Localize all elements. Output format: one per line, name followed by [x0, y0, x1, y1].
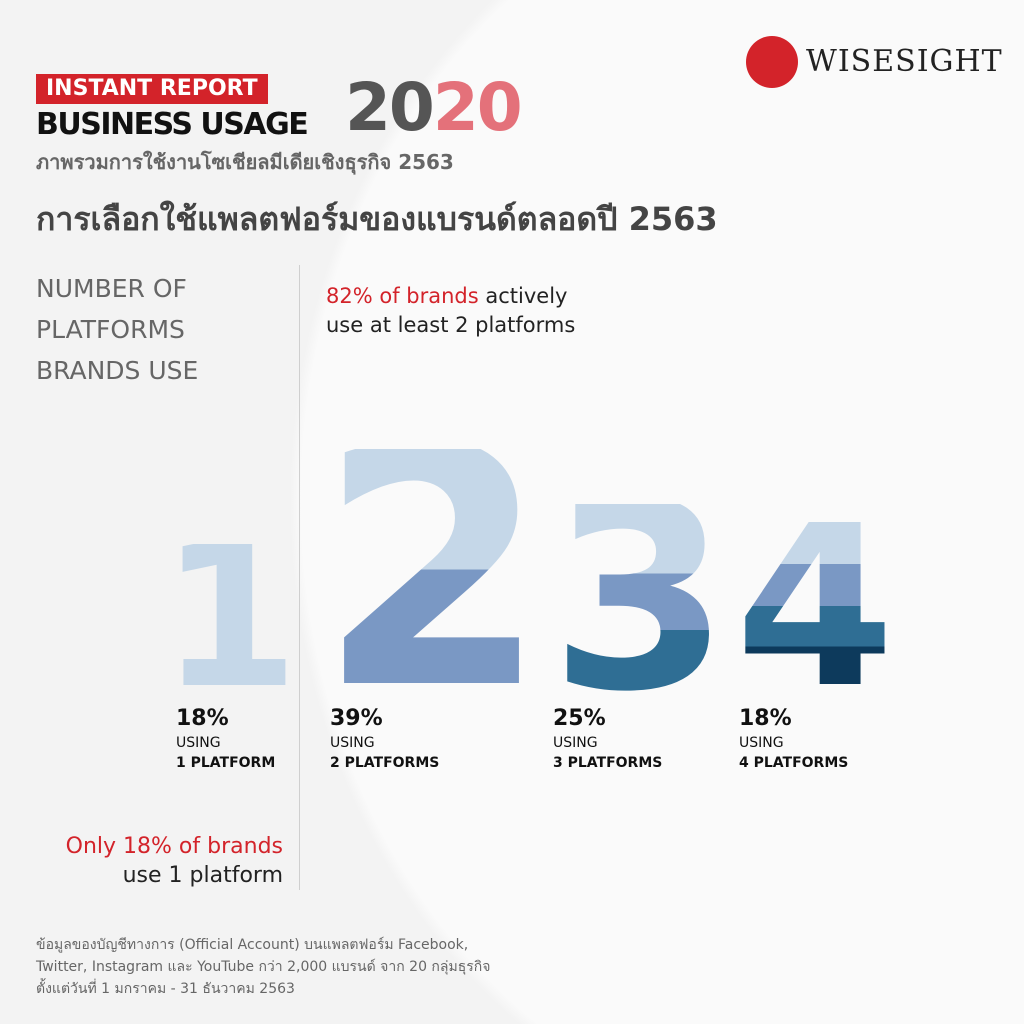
stat-2-platforms: 39% USING 2 PLATFORMS	[330, 706, 439, 772]
footnote-line: ตั้งแต่วันที่ 1 มกราคม - 31 ธันวาคม 2563	[36, 981, 295, 997]
callout-82: 82% of brands actively use at least 2 pl…	[326, 282, 575, 340]
data-label-percent: 18%	[176, 706, 229, 731]
report-title: BUSINESS USAGE	[36, 107, 309, 142]
logo-text: WISESIGHT	[806, 44, 1003, 79]
callout-highlight: Only 18% of brands	[65, 834, 283, 859]
footnote-line: ข้อมูลของบัญชีทางการ (Official Account) …	[36, 937, 469, 953]
data-label-using: USING	[330, 735, 375, 751]
footnote-line: Twitter, Instagram และ YouTube กว่า 2,00…	[36, 959, 491, 975]
stat-3-platforms: 25% USING 3 PLATFORMS	[553, 706, 662, 772]
data-label-platforms: 2 PLATFORMS	[330, 755, 440, 771]
data-label-percent: 18%	[739, 706, 792, 731]
year-part-1: 20	[345, 69, 435, 146]
divider	[299, 265, 300, 890]
data-label-platforms: 4 PLATFORMS	[739, 755, 849, 771]
report-subtitle: ภาพรวมการใช้งานโซเชียลมีเดียเชิงธุรกิจ 2…	[36, 150, 454, 174]
footnote: ข้อมูลของบัญชีทางการ (Official Account) …	[36, 934, 490, 1000]
data-label-percent: 39%	[330, 706, 383, 731]
data-label-platforms: 1 PLATFORM	[176, 755, 276, 771]
page-heading: การเลือกใช้แพลตฟอร์มของแบรนด์ตลอดปี 2563	[36, 200, 718, 238]
callout-highlight: 82% of brands	[326, 284, 479, 308]
side-label-line: PLATFORMS	[36, 315, 185, 344]
callout-text-line2: use at least 2 platforms	[326, 313, 576, 337]
callout-text: use 1 platform	[122, 863, 283, 888]
report-year: 2020	[345, 75, 523, 141]
stat-4-platforms: 18% USING 4 PLATFORMS	[739, 706, 848, 772]
callout-text: actively	[478, 284, 568, 308]
digit-2: 2	[318, 377, 548, 762]
callout-18: Only 18% of brands use 1 platform	[20, 832, 283, 890]
instant-report-tag: INSTANT REPORT	[36, 74, 268, 104]
logo-mark-icon	[746, 36, 798, 88]
data-label-platforms: 3 PLATFORMS	[553, 755, 663, 771]
side-label-line: NUMBER OF	[36, 274, 187, 303]
data-label-percent: 25%	[553, 706, 606, 731]
data-label-using: USING	[553, 735, 598, 751]
wisesight-logo: WISESIGHT	[746, 36, 1003, 88]
side-label: NUMBER OF PLATFORMS BRANDS USE	[36, 268, 198, 391]
stat-1-platform: 18% USING 1 PLATFORM	[176, 706, 275, 772]
data-label-using: USING	[739, 735, 784, 751]
digit-3: 3	[550, 447, 730, 748]
digit-1: 1	[160, 500, 300, 733]
data-label-using: USING	[176, 735, 221, 751]
year-part-2: 20	[432, 69, 523, 146]
side-label-line: BRANDS USE	[36, 356, 199, 385]
digit-4: 4	[735, 472, 896, 740]
